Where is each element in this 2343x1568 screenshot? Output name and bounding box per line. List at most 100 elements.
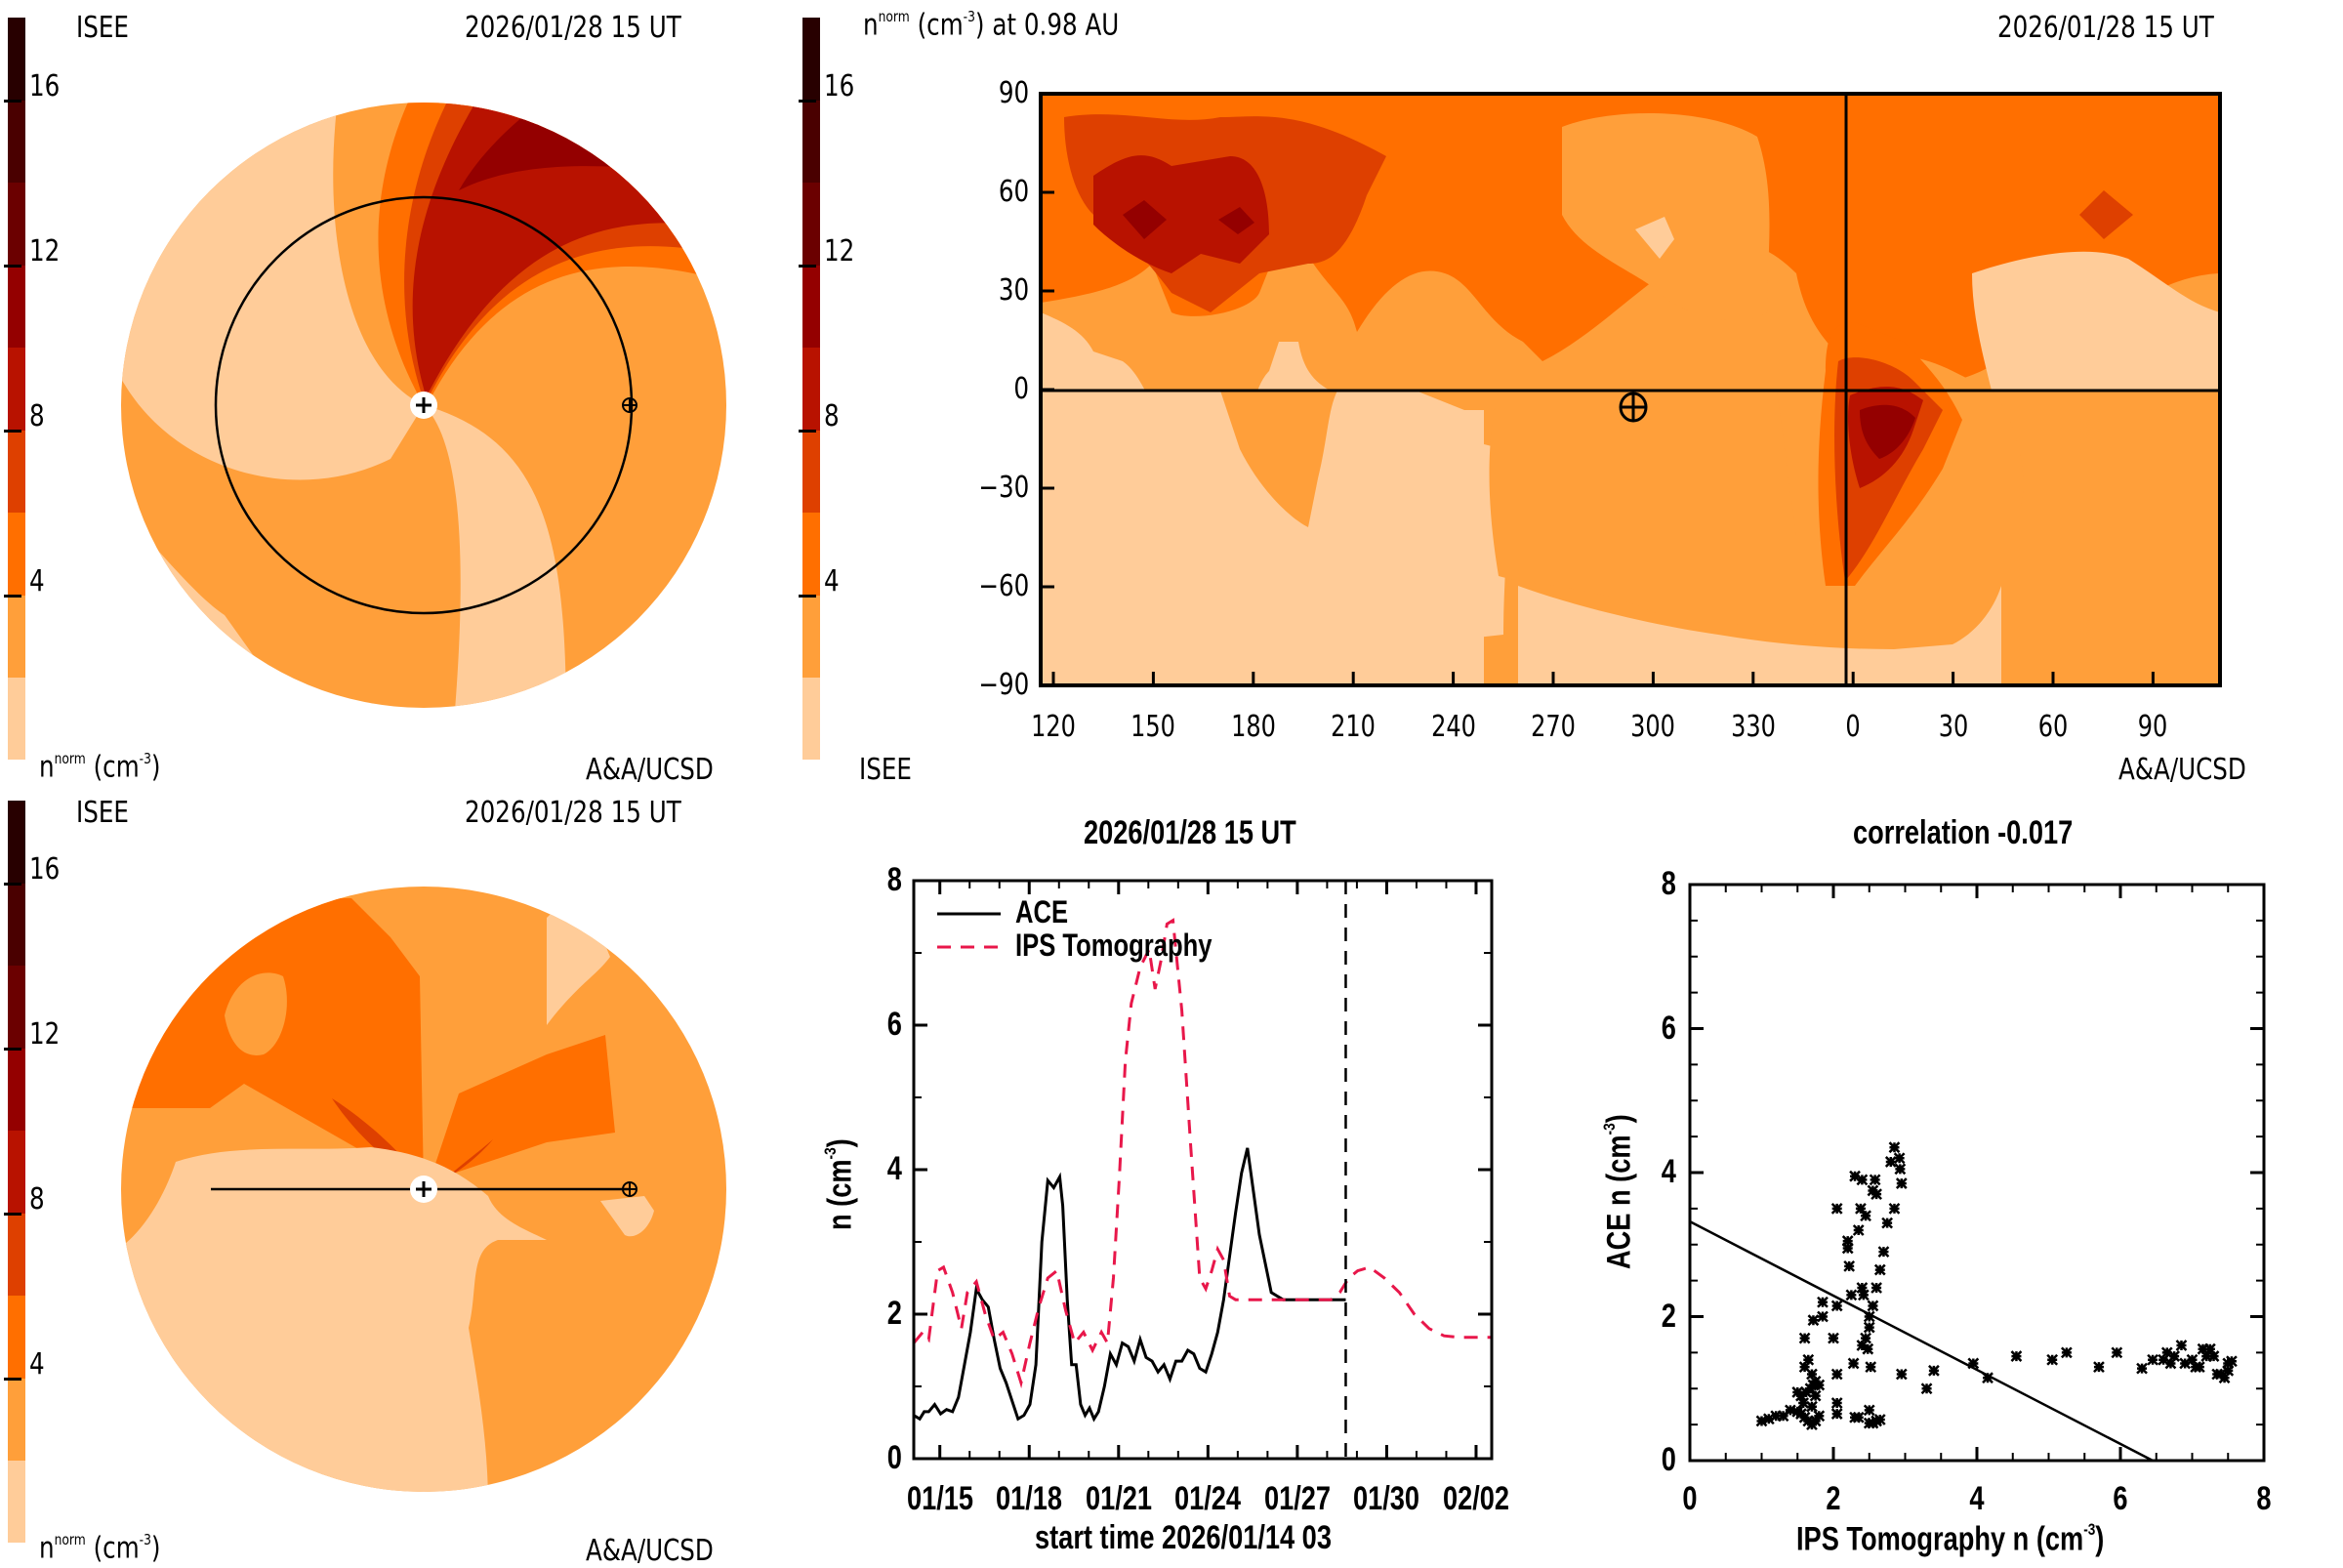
scatter-point [2046,1353,2059,1366]
colorbar-band [8,18,25,101]
map-y-tick-label: 90 [998,76,1029,110]
scatter-point [1869,1174,1881,1186]
scatter-point [1857,1289,1870,1301]
colorbar-band [802,265,820,349]
scatter-point [1888,1202,1901,1215]
x-tick-label: 01/24 [1174,1480,1242,1517]
unit-label: nnorm (cm-3) [39,1531,161,1566]
colorbar-tick-label: 8 [824,399,840,434]
y-tick-label: 4 [886,1150,902,1187]
colorbar-tick [799,265,816,268]
contour-region [430,1035,615,1181]
contour-region [1489,391,1816,635]
colorbar-tick-label: 8 [29,1182,45,1217]
colorbar-band [8,1213,25,1297]
colorbar-band [8,1295,25,1379]
scatter-point [1807,1314,1820,1327]
y-tick-label: 8 [1661,865,1676,902]
map-x-tick-label: 0 [1845,710,1861,744]
colorbar-band [8,677,25,761]
scatter-point [1806,1368,1818,1381]
colorbar-meridional [8,801,25,1544]
scatter-point [1798,1361,1811,1374]
colorbar-tick-label: 16 [29,852,61,887]
scatter-point [2179,1357,2192,1370]
source-label: ISEE [76,796,129,830]
colorbar-tick-label: 12 [824,234,855,269]
scatter-point [2203,1342,2216,1355]
scatter-point [1809,1389,1822,1402]
scatter-point [1817,1310,1829,1323]
scatter-point [1873,1263,1886,1276]
scatter-point [1870,1282,1882,1294]
map-x-tick-label: 60 [2037,710,2069,744]
regression-line [1689,1220,2154,1463]
scatter-point [2207,1350,2220,1362]
map-view [1039,92,2222,687]
scatter-point [1830,1397,1843,1409]
x-tick-label: 01/27 [1263,1480,1331,1517]
colorbar-tick [799,595,816,598]
scatter-point [1830,1202,1843,1215]
map-x-tick-label: 300 [1630,710,1676,744]
scatter-point [2158,1353,2169,1366]
scatter-point [1895,1177,1908,1189]
contour-region [1041,391,1484,685]
x-tick-label: 01/15 [906,1480,973,1517]
credit-label: A&A/UCSD [586,1534,714,1568]
colorbar-band [8,512,25,596]
scatter-point [1852,1411,1865,1424]
scatter-point [1982,1372,1994,1384]
scatter-point [1830,1368,1843,1381]
scatter-point [1777,1410,1789,1423]
map-x-tick-label: 120 [1031,710,1076,744]
scatter-point [1928,1364,1940,1377]
scatter-point [1863,1310,1875,1323]
scatter-point [1865,1361,1877,1374]
scatter-point [1830,1300,1843,1312]
map-x-tick-label: 90 [2138,710,2168,744]
x-tick-label: 8 [2256,1480,2272,1517]
colorbar-ecliptic [8,18,25,761]
scatter-point [2147,1353,2158,1366]
map-y-tick-label: −90 [978,668,1029,702]
map-y-tick-label: −30 [978,471,1029,505]
map-y-tick-label: 30 [998,273,1029,308]
legend-ips-label: IPS Tomography [1015,928,1213,963]
scatter-point [1862,1342,1874,1355]
contour-region [1093,155,1269,273]
contour-region [1635,217,1674,259]
source-label: ISEE [859,753,912,787]
timeseries-xlabel: start time 2026/01/14 03 [1035,1519,1332,1556]
colorbar-band [8,1378,25,1462]
contour-region [225,972,287,1055]
x-tick-label: 2 [1826,1480,1841,1517]
x-tick-label: 0 [1682,1480,1698,1517]
scatter-point [2111,1346,2123,1359]
scatter-point [1806,1400,1818,1413]
timeseries-title: 2026/01/28 15 UT [1084,814,1296,851]
y-tick-label: 6 [1661,1009,1676,1047]
map-title: nnorm (cm-3) at 0.98 AU [863,8,1120,43]
series-ips-tomography-line [912,918,1492,1389]
scatter-point [1888,1141,1901,1154]
sun-cross-icon [416,1181,432,1197]
contour-region [1972,251,2220,391]
scatter-point [1863,1404,1875,1417]
series-ace-line [913,1147,1346,1423]
scatter-point [1873,1414,1886,1425]
scatter-ylabel: ACE n (cm-3) [1600,1114,1638,1269]
x-tick-label: 6 [2113,1480,2128,1517]
map-x-ticks [1051,672,2155,685]
time-label: 2026/01/28 15 UT [465,796,681,830]
y-tick-label: 2 [1661,1297,1676,1335]
scatter-point [1856,1174,1869,1186]
map-x-tick-label: 30 [1938,710,1968,744]
map-x-tick-label: 330 [1730,710,1776,744]
legend-ace-label: ACE [1015,894,1069,929]
scatter-point [2226,1355,2238,1368]
y-tick-label: 6 [886,1006,902,1043]
x-tick-label: 01/21 [1085,1480,1152,1517]
ecliptic-view [121,103,726,708]
